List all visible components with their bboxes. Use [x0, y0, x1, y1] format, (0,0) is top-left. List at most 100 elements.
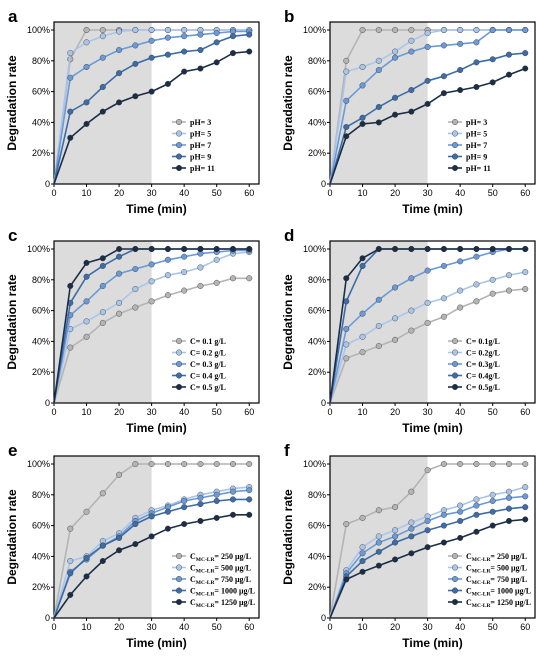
y-tick-label: 40%: [32, 551, 50, 561]
legend-subscript: MC-LR: [472, 569, 492, 575]
data-point: [440, 73, 447, 80]
data-point: [392, 94, 399, 101]
data-point: [440, 27, 447, 34]
data-point: [359, 120, 366, 127]
y-tick-label: 100%: [27, 459, 50, 469]
data-point: [181, 68, 188, 75]
data-point: [67, 591, 74, 598]
data-point: [522, 245, 529, 252]
data-point: [473, 298, 480, 305]
data-point: [408, 48, 415, 55]
data-point: [148, 513, 155, 520]
legend-prefix: C: [190, 598, 196, 607]
data-point: [359, 27, 366, 34]
data-point: [197, 494, 204, 501]
x-tick-label: 0: [51, 622, 56, 632]
data-point: [522, 461, 529, 468]
data-point: [408, 87, 415, 94]
data-point: [392, 245, 399, 252]
y-tick-label: 40%: [308, 336, 326, 346]
data-point: [213, 256, 220, 263]
data-point: [83, 554, 90, 561]
data-point: [505, 71, 512, 78]
y-tick-label: 100%: [303, 25, 326, 35]
legend-prefix: C: [190, 587, 196, 596]
data-point: [67, 558, 74, 565]
data-point: [246, 245, 253, 252]
data-point: [408, 245, 415, 252]
data-point: [67, 134, 74, 141]
panel-letter: e: [8, 441, 17, 460]
x-tick-label: 50: [212, 188, 222, 198]
data-point: [505, 245, 512, 252]
data-point: [489, 56, 496, 63]
data-point: [99, 27, 106, 34]
data-point: [197, 264, 204, 271]
data-point: [148, 88, 155, 95]
x-axis-label: Time (min): [402, 421, 462, 435]
data-point: [83, 259, 90, 266]
legend-label: pH= 7: [466, 141, 487, 150]
data-point: [197, 517, 204, 524]
x-tick-label: 60: [520, 188, 530, 198]
data-point: [181, 269, 188, 276]
data-point: [83, 508, 90, 515]
data-point: [99, 542, 106, 549]
data-point: [116, 99, 123, 106]
data-point: [197, 65, 204, 72]
data-point: [246, 511, 253, 518]
legend-marker: [452, 164, 459, 171]
data-point: [440, 461, 447, 468]
data-point: [505, 461, 512, 468]
data-point: [359, 262, 366, 269]
data-point: [67, 570, 74, 577]
data-point: [392, 111, 399, 118]
legend-label: CMC-LR= 500 μg/L: [466, 564, 527, 575]
x-axis-label: Time (min): [126, 421, 186, 435]
legend-value: = 1250 μg/L: [214, 598, 255, 607]
data-point: [424, 299, 431, 306]
legend-prefix: C: [190, 552, 196, 561]
legend-label: pH= 7: [190, 141, 211, 150]
shaded-region: [54, 456, 152, 618]
legend-label: C= 0.1g/L: [466, 337, 500, 346]
data-point: [83, 39, 90, 46]
data-point: [392, 556, 399, 563]
data-point: [148, 27, 155, 34]
shaded-region: [54, 22, 152, 184]
data-point: [522, 286, 529, 293]
data-point: [132, 93, 139, 100]
legend-value: = 1000 μg/L: [214, 587, 255, 596]
data-point: [457, 87, 464, 94]
data-point: [375, 539, 382, 546]
data-point: [392, 48, 399, 55]
y-tick-label: 60%: [308, 521, 326, 531]
legend-prefix: C: [466, 564, 472, 573]
legend-value: = 250 μg/L: [214, 552, 251, 561]
data-point: [132, 461, 139, 468]
data-point: [229, 488, 236, 495]
legend-marker: [452, 153, 459, 160]
data-point: [99, 54, 106, 61]
data-point: [99, 33, 106, 40]
data-point: [116, 270, 123, 277]
x-tick-label: 10: [358, 188, 368, 198]
data-point: [116, 534, 123, 541]
legend-value: = 1000 μg/L: [490, 587, 531, 596]
data-point: [505, 272, 512, 279]
x-tick-label: 10: [82, 407, 92, 417]
data-point: [246, 487, 253, 494]
y-axis-label: Degradation rate: [5, 274, 19, 370]
y-tick-label: 0: [45, 398, 50, 408]
data-point: [181, 461, 188, 468]
y-tick-label: 100%: [27, 244, 50, 254]
data-point: [164, 292, 171, 299]
y-tick-label: 80%: [32, 490, 50, 500]
data-point: [246, 275, 253, 282]
x-tick-label: 50: [212, 622, 222, 632]
data-point: [473, 27, 480, 34]
data-point: [359, 349, 366, 356]
plot-frame: [329, 455, 536, 619]
data-point: [392, 336, 399, 343]
data-point: [489, 491, 496, 498]
